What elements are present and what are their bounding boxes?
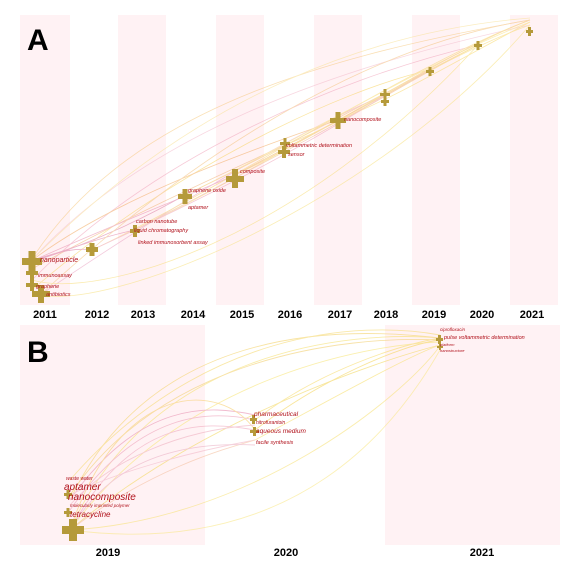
year-label: 2020 (470, 309, 494, 321)
node-carbon-nanotube (130, 225, 140, 237)
year-label: 2015 (230, 309, 254, 321)
label-aqueous-medium: aqueous medium (256, 428, 306, 435)
label-nanoparticle: nanoparticle (40, 257, 78, 264)
year-label: 2017 (328, 309, 352, 321)
label-antibiotics: antibiotics (46, 292, 71, 298)
panel-b-letter: B (27, 336, 49, 369)
year-label: 2011 (33, 309, 57, 321)
node-graphene (26, 279, 38, 291)
label-pulse-voltammetric-determination: pulse voltammetric determination (443, 335, 525, 341)
node-nanoparticle (22, 251, 42, 272)
node-2020b (250, 415, 257, 424)
panel-a-letter: A (27, 24, 49, 57)
label-ciprofloxacin: ciprofloxacin (440, 327, 466, 332)
panel-b-links (69, 329, 441, 535)
label-immunoassay: immunoassay (38, 273, 73, 279)
label-pharmaceutical: pharmaceutical (253, 411, 299, 418)
panel-b-year-stripes (20, 325, 560, 545)
node-composite (226, 169, 244, 188)
label-platform: platform (439, 342, 455, 347)
year-label: 2021 (470, 547, 494, 559)
label-molecularly-imprinted-polymer: molecularly imprinted polymer (70, 503, 130, 508)
node-2020 (250, 427, 259, 436)
node-sensor (278, 146, 290, 158)
label-aptamer: aptamer (64, 482, 101, 493)
label-liquid-chromatography: liquid chromatography (134, 228, 189, 234)
year-label: 2021 (520, 309, 544, 321)
year-label: 2016 (278, 309, 302, 321)
panel-b-year-axis: 2019 2020 2021 (96, 547, 494, 559)
label-linked-immunosorbent-assay: linked immunosorbent assay (138, 240, 209, 246)
node-voltammetric (280, 138, 290, 149)
label-nanocomposite: nanocomposite (344, 117, 381, 123)
label-graphene-oxide: graphene oxide (188, 188, 226, 194)
node-2021b (437, 344, 443, 350)
year-label: 2020 (274, 547, 298, 559)
node-2018b (381, 97, 389, 106)
year-label: 2014 (181, 309, 206, 321)
label-voltammetric-determination: voltammetric determination (286, 143, 352, 149)
panel-a-nodes (22, 27, 533, 303)
panel-b-labels: waste water aptamer nanocomposite molecu… (64, 327, 525, 519)
panel-a-year-axis: 2011 2012 2013 2014 2015 2016 2017 2018 … (33, 309, 544, 321)
label-nanocomposite: nanocomposite (68, 492, 136, 503)
label-composite: composite (240, 169, 265, 175)
label-waste-water: waste water (66, 476, 93, 482)
node-2018 (380, 89, 390, 100)
node-2019-main (62, 519, 84, 541)
node-antibiotics (32, 285, 50, 303)
node-2020 (474, 41, 482, 50)
year-label: 2019 (422, 309, 446, 321)
label-facile-synthesis: facile synthesis (256, 440, 294, 446)
panel-a-labels: nanoparticle immunoassay graphene antibi… (36, 117, 381, 298)
node-2019-small2 (64, 508, 72, 517)
node-2019 (426, 67, 434, 76)
panel-a: nanoparticle immunoassay graphene antibi… (20, 15, 558, 321)
node-graphene-oxide (178, 189, 192, 204)
label-nanostructure: nanostructure (440, 348, 465, 353)
year-label: 2018 (374, 309, 398, 321)
node-2012 (86, 243, 98, 256)
panel-a-links (29, 17, 531, 297)
label-tetracycline: tetracycline (70, 510, 111, 519)
panel-b: waste water aptamer nanocomposite molecu… (20, 325, 560, 559)
panel-b-nodes (62, 335, 443, 541)
node-2021 (436, 335, 443, 344)
year-label: 2012 (85, 309, 109, 321)
label-nitrofurantoin: nitrofurantoin (256, 420, 285, 426)
node-nanocomposite (330, 112, 346, 129)
node-2021 (526, 27, 533, 36)
panel-a-year-stripes (20, 15, 558, 305)
label-carbon-nanotube: carbon nanotube (136, 219, 177, 225)
year-label: 2013 (131, 309, 155, 321)
node-immunoassay (26, 267, 38, 279)
label-aptamer: aptamer (188, 205, 209, 211)
node-2019-small (64, 490, 72, 499)
label-graphene: graphene (36, 284, 59, 290)
year-label: 2019 (96, 547, 120, 559)
label-sensor: sensor (288, 152, 306, 158)
